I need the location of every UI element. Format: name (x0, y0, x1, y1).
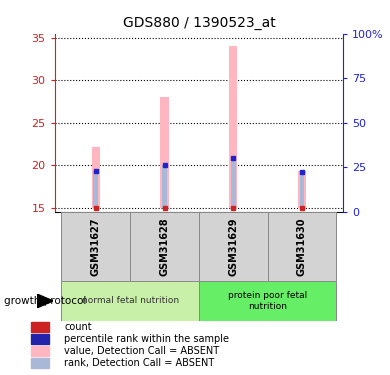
FancyBboxPatch shape (62, 281, 199, 321)
Bar (31, 322, 49, 332)
Bar (298, 171, 306, 208)
Text: GSM31627: GSM31627 (91, 217, 101, 276)
Text: GSM31630: GSM31630 (297, 217, 307, 276)
Text: rank, Detection Call = ABSENT: rank, Detection Call = ABSENT (64, 358, 214, 368)
Bar (31, 334, 49, 344)
Text: normal fetal nutrition: normal fetal nutrition (82, 296, 179, 305)
Bar (31, 358, 49, 368)
Text: GSM31628: GSM31628 (160, 217, 170, 276)
Text: count: count (64, 322, 92, 332)
Bar (162, 165, 167, 208)
Bar (94, 171, 98, 208)
Text: GSM31629: GSM31629 (228, 217, 238, 276)
Bar (229, 46, 238, 208)
Bar (231, 159, 236, 208)
Bar (92, 147, 100, 208)
Bar (300, 172, 304, 208)
Text: growth protocol: growth protocol (4, 296, 86, 306)
FancyBboxPatch shape (62, 212, 130, 281)
Text: protein poor fetal
nutrition: protein poor fetal nutrition (228, 291, 307, 310)
Polygon shape (37, 294, 53, 307)
Bar (31, 346, 49, 356)
FancyBboxPatch shape (199, 212, 268, 281)
Bar (160, 98, 168, 208)
Text: percentile rank within the sample: percentile rank within the sample (64, 334, 229, 344)
FancyBboxPatch shape (199, 281, 336, 321)
FancyBboxPatch shape (130, 212, 199, 281)
FancyBboxPatch shape (268, 212, 336, 281)
Text: value, Detection Call = ABSENT: value, Detection Call = ABSENT (64, 346, 220, 356)
Title: GDS880 / 1390523_at: GDS880 / 1390523_at (122, 16, 275, 30)
